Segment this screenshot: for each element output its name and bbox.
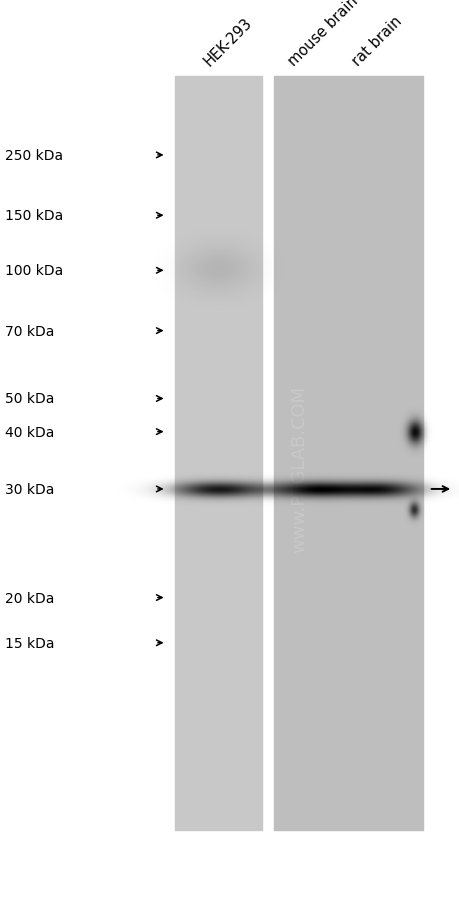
Text: 100 kDa: 100 kDa [5,264,63,278]
Text: www.PTGLAB.COM: www.PTGLAB.COM [289,385,308,553]
Text: mouse brain: mouse brain [285,0,360,69]
Text: 70 kDa: 70 kDa [5,324,54,338]
Text: 50 kDa: 50 kDa [5,392,54,406]
Text: rat brain: rat brain [349,14,404,69]
Text: 20 kDa: 20 kDa [5,591,54,605]
Text: HEK-293: HEK-293 [201,15,254,69]
Text: 15 kDa: 15 kDa [5,636,54,650]
Text: 250 kDa: 250 kDa [5,149,62,162]
Text: 150 kDa: 150 kDa [5,209,63,223]
Text: 30 kDa: 30 kDa [5,483,54,496]
Text: 40 kDa: 40 kDa [5,425,54,439]
